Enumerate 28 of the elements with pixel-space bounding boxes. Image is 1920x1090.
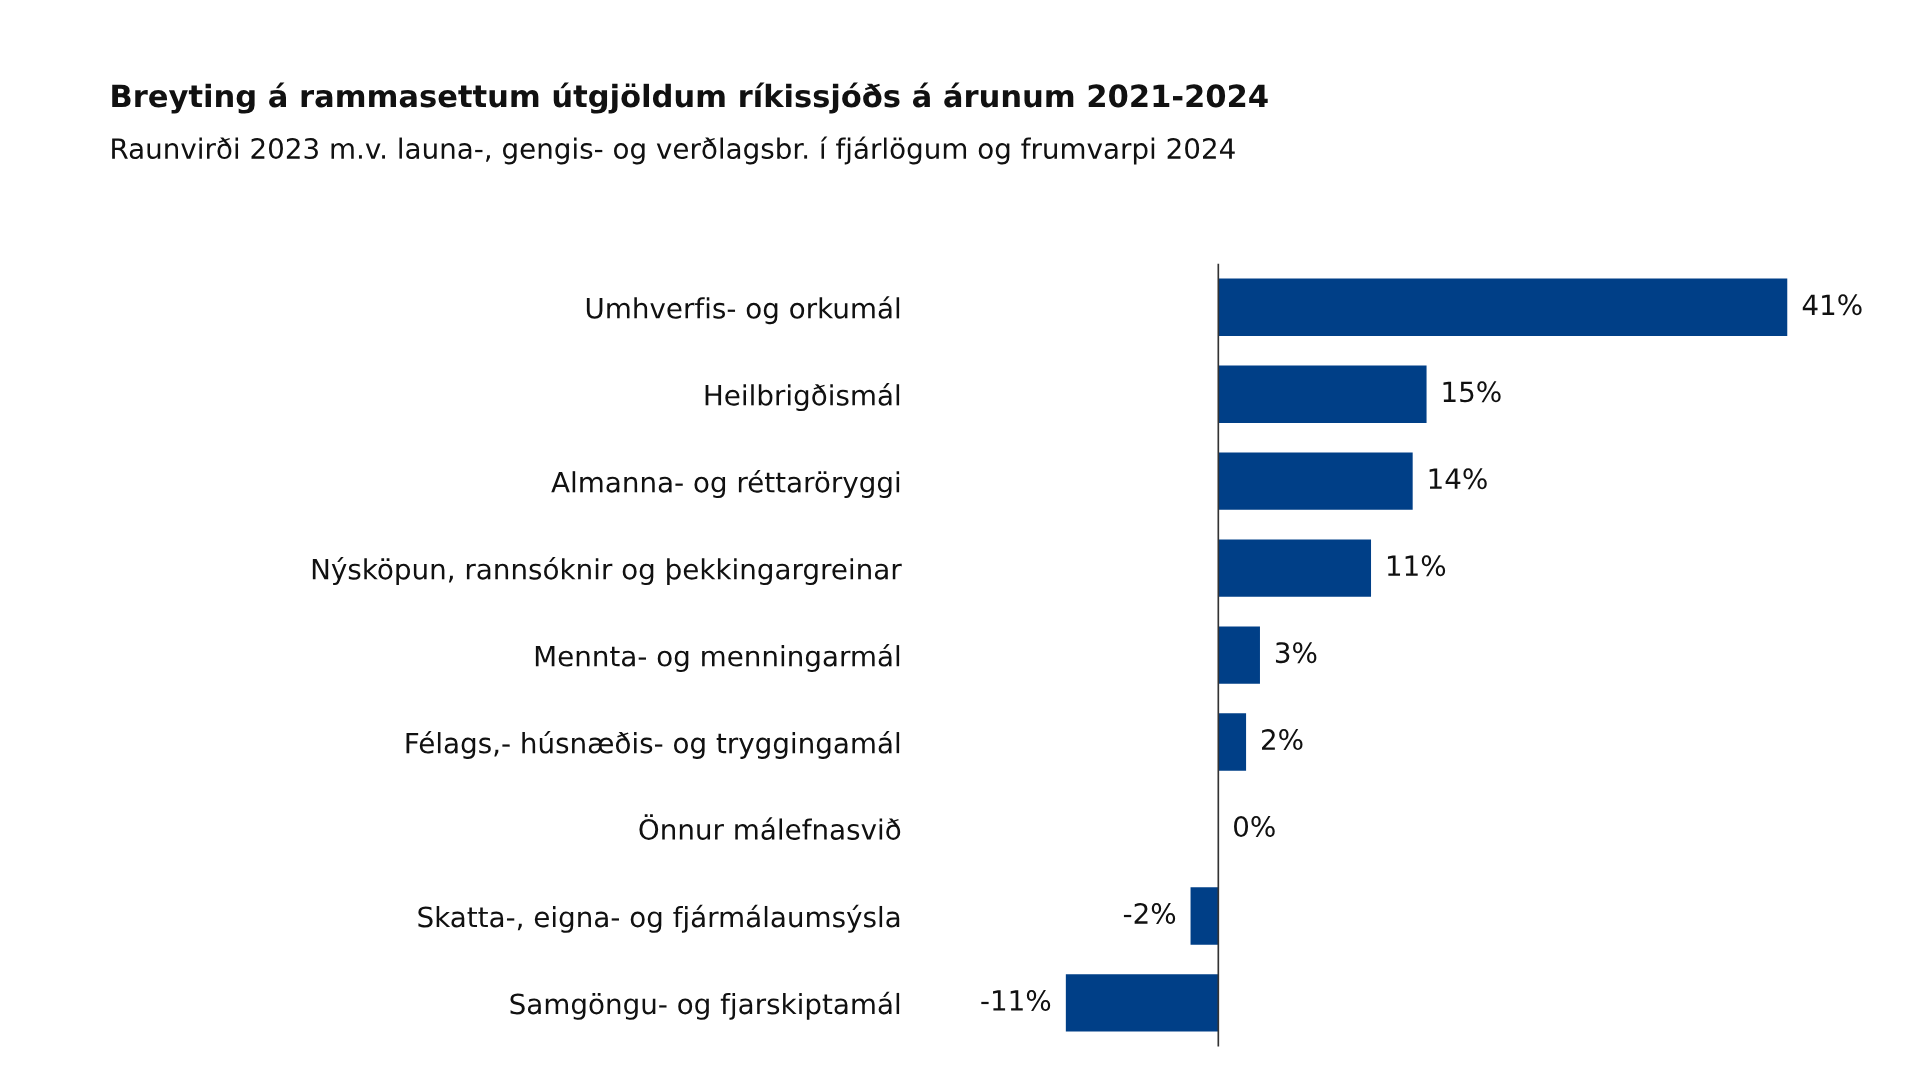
data-label: 3% <box>1275 642 1317 664</box>
bar <box>1065 974 1219 1032</box>
y-tick-label: Félags,- húsnæðis- og tryggingamál <box>406 730 900 759</box>
y-tick-label: Nýsköpun, rannsóknir og þekkingargreinar <box>312 557 902 586</box>
data-label: 11% <box>1387 555 1446 577</box>
y-tick-label: Heilbrigðismál <box>705 383 900 412</box>
bar <box>1218 452 1413 510</box>
y-tick-label: Umhverfis- og orkumál <box>586 296 900 325</box>
data-label: -2% <box>1123 903 1176 925</box>
bar <box>1218 713 1247 771</box>
y-tick-label: Samgöngu- og fjarskiptamál <box>510 991 900 1020</box>
bar <box>1218 278 1788 336</box>
bar <box>1190 887 1219 945</box>
y-tick-label: Mennta- og menningarmál <box>535 643 900 672</box>
bar <box>1218 539 1372 597</box>
y-tick-label: Önnur málefnasvið <box>639 814 901 840</box>
data-label: 15% <box>1443 381 1501 403</box>
bar <box>1218 626 1260 684</box>
text: Raunvirði 2023 m.v. launa-, gengis- og verðlagsbr. í fjárlögum og frumvarpi 2024 <box>112 136 1235 165</box>
data-label: 0% <box>1234 816 1275 838</box>
bar <box>1218 365 1427 423</box>
y-tick-label: Almanna- og réttaröryggi <box>551 470 900 499</box>
data-label: 2% <box>1262 729 1303 751</box>
data-label: 41% <box>1802 294 1862 316</box>
y-tick-label: Skatta-, eigna- og fjármálaumsýsla <box>418 904 900 933</box>
text: Breyting á rammasettum útgjöldum ríkissjóðs á árunum 2021-2024 <box>112 82 1268 114</box>
data-label: -11% <box>981 989 1051 1011</box>
data-label: 14% <box>1429 468 1487 490</box>
